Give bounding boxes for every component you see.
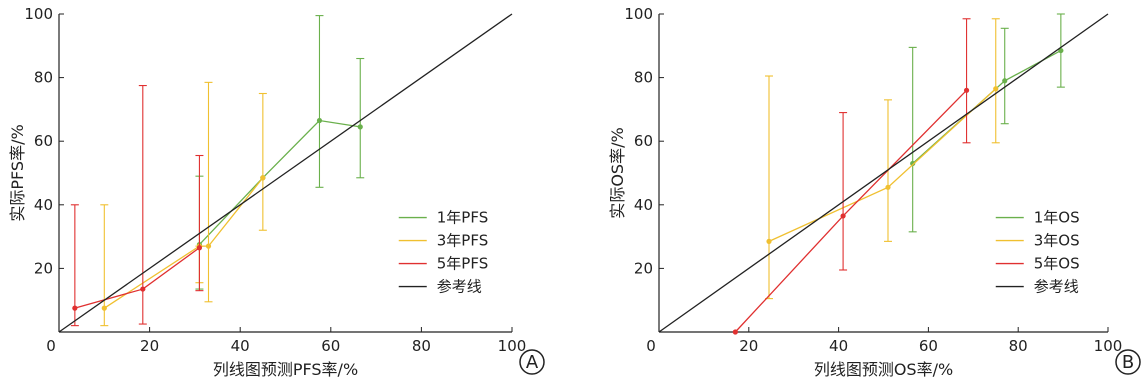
x-axis-label: 列线图预测OS率/% <box>814 360 953 379</box>
y-tick-label: 80 <box>634 69 653 87</box>
y-tick-label: 60 <box>634 132 653 150</box>
panel-label-circle <box>1115 349 1141 375</box>
data-point <box>1058 47 1064 54</box>
x-tick-label: 20 <box>140 337 159 355</box>
y-tick-label: 20 <box>634 259 653 277</box>
y-tick-label: 80 <box>34 69 53 87</box>
series-line-1 <box>765 18 1000 300</box>
data-point <box>140 286 146 292</box>
x-tick-label: 40 <box>231 337 250 355</box>
data-point <box>101 305 107 311</box>
panel-label: B <box>1115 349 1141 375</box>
data-point <box>910 160 916 167</box>
legend-label: 1年PFS <box>437 209 488 227</box>
series-reference-line <box>658 13 1109 333</box>
legend-label: 3年PFS <box>437 232 488 250</box>
y-tick-label: 100 <box>24 5 53 23</box>
y-tick-label: 60 <box>34 132 53 150</box>
panel-label-circle <box>519 349 545 375</box>
data-point <box>993 86 999 92</box>
chart-panel-a: 0 20 40 60 80 100 20 40 60 80 100 列线图预测PFS率/% 实际PFS率… <box>8 5 545 379</box>
series-reference-line <box>58 13 513 333</box>
series-line <box>912 49 1062 164</box>
x-axis-label: 列线图预测PFS率/% <box>213 360 358 379</box>
x-tick-label: 100 <box>498 337 527 355</box>
x-tick-label: 0 <box>46 337 56 355</box>
chart-panel-b: 0 20 40 60 80 100 20 40 60 80 100 列线图预测OS率/% 实际OS率/%… <box>608 5 1141 379</box>
data-point <box>316 117 323 124</box>
legend-label: 3年OS <box>1034 232 1080 250</box>
data-point <box>840 213 846 219</box>
panel-label-text: A <box>526 352 539 373</box>
series-line-0 <box>195 15 365 290</box>
data-point <box>205 243 212 249</box>
y-tick-label: 100 <box>624 5 653 23</box>
series-line <box>74 247 200 309</box>
data-point <box>72 305 78 311</box>
series-line <box>768 88 997 242</box>
reference-line <box>58 13 513 333</box>
y-tick-label: 40 <box>34 196 53 214</box>
series-line-2 <box>70 85 204 327</box>
legend: 1年OS 3年OS 5年OS 参考线 <box>995 209 1080 296</box>
y-tick-label: 40 <box>634 196 653 214</box>
data-point <box>766 238 772 244</box>
x-tick-label: 0 <box>646 337 656 355</box>
x-tick-label: 80 <box>1009 337 1028 355</box>
x-tick-label: 80 <box>412 337 431 355</box>
x-tick-label: 100 <box>1094 337 1123 355</box>
series-line <box>198 119 361 245</box>
data-point <box>732 329 738 335</box>
panel-label-text: B <box>1122 352 1134 373</box>
data-point <box>885 184 891 190</box>
legend-label: 1年OS <box>1034 209 1080 227</box>
x-tick-label: 40 <box>829 337 848 355</box>
y-axis-label: 实际PFS率/% <box>8 124 27 221</box>
legend-label: 参考线 <box>1034 278 1079 296</box>
series-line <box>734 89 968 333</box>
data-point <box>357 124 363 130</box>
y-axis-label: 实际OS率/% <box>608 127 627 218</box>
data-point <box>260 175 266 181</box>
legend-label: 5年OS <box>1034 255 1080 273</box>
data-point <box>1002 78 1008 84</box>
x-tick-label: 60 <box>919 337 938 355</box>
data-point <box>196 245 203 251</box>
data-point <box>963 87 970 93</box>
legend-label: 5年PFS <box>437 255 488 273</box>
reference-line <box>658 13 1109 333</box>
x-tick-label: 20 <box>739 337 758 355</box>
legend: 1年PFS 3年PFS 5年PFS 参考线 <box>398 209 488 296</box>
series-line-0 <box>908 13 1065 233</box>
y-tick-label: 20 <box>34 259 53 277</box>
panel-label: A <box>519 349 545 375</box>
x-tick-label: 60 <box>321 337 340 355</box>
legend-label: 参考线 <box>437 278 482 296</box>
series-line <box>103 177 264 309</box>
series-line-2 <box>732 18 971 335</box>
